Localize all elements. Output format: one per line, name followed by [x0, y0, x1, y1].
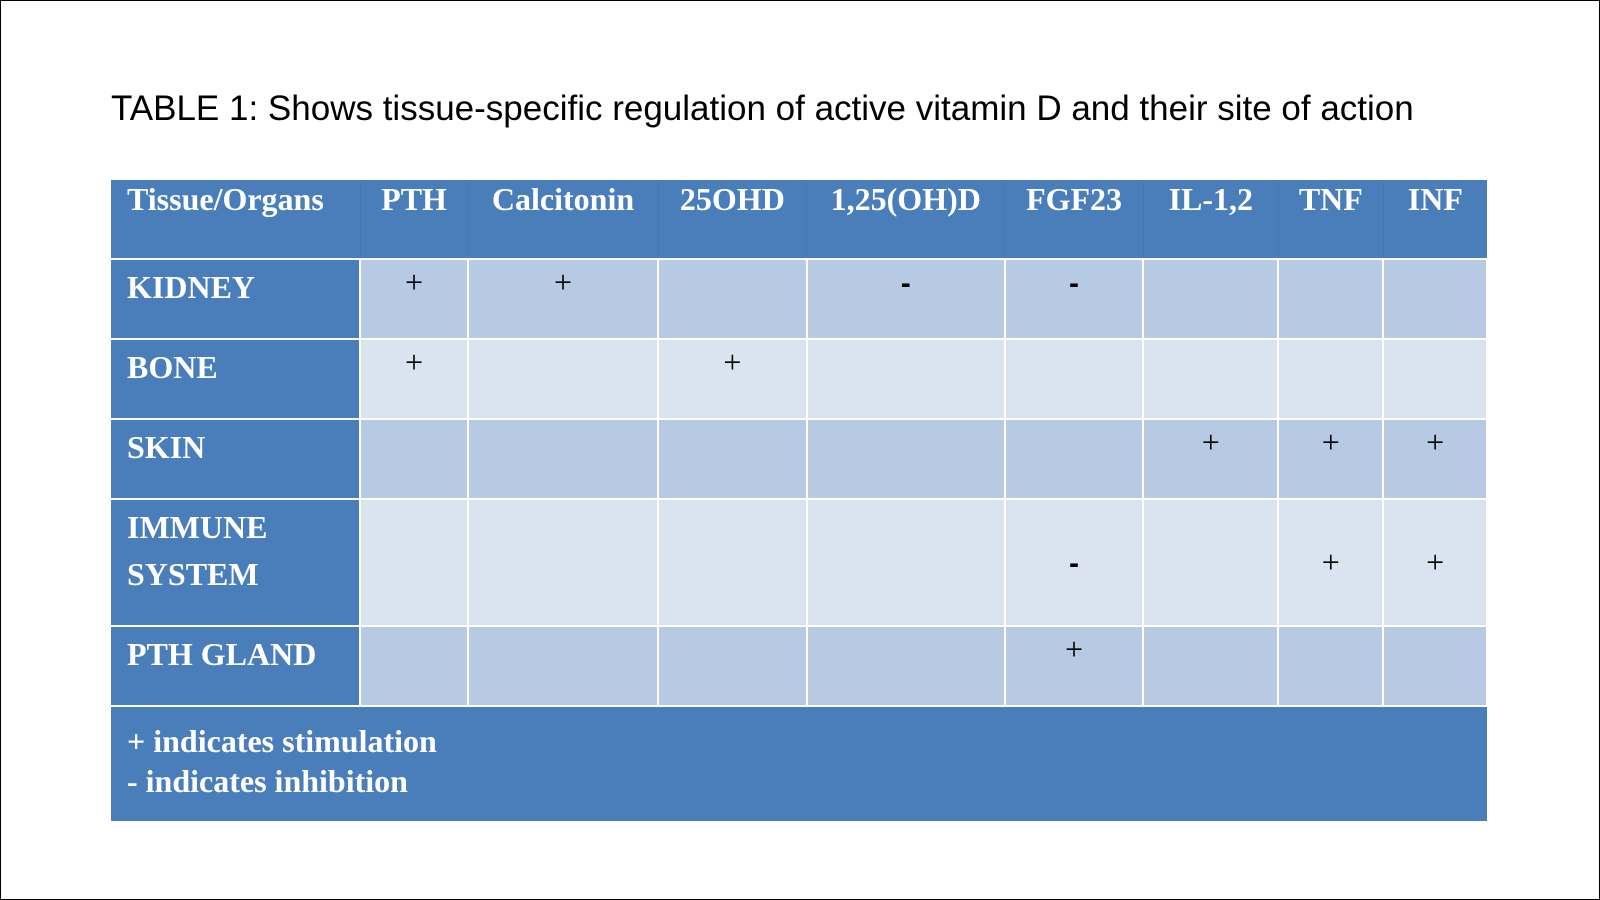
header-25ohd: 25OHD [657, 180, 807, 259]
table-cell: + [1003, 625, 1145, 707]
effect-mark: + [1321, 424, 1340, 460]
header-fgf23: FGF23 [1004, 180, 1144, 259]
table-cell: - [1003, 498, 1145, 627]
table-cell [805, 338, 1006, 420]
table-row-kidney: KIDNEY + + - - [111, 258, 1488, 340]
table-cell: + [1382, 498, 1488, 627]
table-cell: + [359, 258, 469, 340]
table-cell [1142, 625, 1280, 707]
effect-mark: + [1065, 631, 1084, 667]
table-cell [466, 418, 660, 500]
table-cell [1382, 338, 1488, 420]
table-cell: + [466, 258, 660, 340]
effect-mark: + [405, 344, 424, 380]
effect-mark: + [1321, 544, 1340, 580]
header-il12: IL-1,2 [1142, 180, 1279, 259]
table-cell: + [359, 338, 469, 420]
table-cell [1382, 625, 1488, 707]
table-cell: + [1142, 418, 1280, 500]
table-cell [359, 498, 469, 627]
header-pth: PTH [359, 180, 468, 259]
table-cell: + [1277, 418, 1385, 500]
table-cell [1277, 338, 1385, 420]
legend-inhibition: - indicates inhibition [127, 763, 408, 799]
legend-row: + indicates stimulation - indicates inhi… [111, 705, 1487, 821]
table-cell [1003, 418, 1145, 500]
table-cell [359, 418, 469, 500]
organ-label: SKIN [111, 418, 362, 500]
table-cell [657, 625, 808, 707]
table-cell [805, 625, 1006, 707]
header-calcitonin: Calcitonin [467, 180, 659, 259]
table-cell [1277, 258, 1385, 340]
table-cell [466, 338, 660, 420]
table-cell: + [1382, 418, 1488, 500]
table-cell [466, 498, 660, 627]
table-cell [359, 625, 469, 707]
legend: + indicates stimulation - indicates inhi… [111, 705, 1487, 821]
table-cell: - [805, 258, 1006, 340]
table-cell: - [1003, 258, 1145, 340]
effect-mark: + [405, 264, 424, 300]
table-cell: + [657, 338, 808, 420]
table-cell [805, 418, 1006, 500]
effect-mark: + [723, 344, 742, 380]
organ-label: PTH GLAND [111, 625, 362, 707]
table-cell [1142, 498, 1280, 627]
header-125ohd: 1,25(OH)D [806, 180, 1005, 259]
effect-mark: + [1426, 424, 1445, 460]
table-cell [805, 498, 1006, 627]
effect-mark: - [900, 267, 911, 300]
table-cell [657, 498, 808, 627]
table-cell [1382, 258, 1488, 340]
table-row-skin: SKIN + + + [111, 418, 1488, 500]
header-tnf: TNF [1277, 180, 1384, 259]
effect-mark: + [554, 264, 573, 300]
regulation-table: Tissue/Organs PTH Calcitonin 25OHD 1,25(… [111, 180, 1488, 821]
organ-label: KIDNEY [111, 258, 362, 340]
table-cell [1277, 625, 1385, 707]
table-cell [1003, 338, 1145, 420]
header-tissue-organs: Tissue/Organs [111, 180, 361, 259]
table-row-bone: BONE + + [111, 338, 1488, 420]
table-title: TABLE 1: Shows tissue-specific regulatio… [111, 89, 1414, 128]
organ-label: IMMUNE SYSTEM [111, 498, 362, 627]
header-inf: INF [1382, 180, 1487, 259]
table-cell [466, 625, 660, 707]
effect-mark: + [1201, 424, 1220, 460]
table-cell [657, 258, 808, 340]
table-cell [1142, 338, 1280, 420]
table-row-pth-gland: PTH GLAND + [111, 625, 1488, 707]
table-cell: + [1277, 498, 1385, 627]
organ-label: BONE [111, 338, 362, 420]
header-row: Tissue/Organs PTH Calcitonin 25OHD 1,25(… [111, 180, 1487, 259]
table-cell [1142, 258, 1280, 340]
table-row-immune-system: IMMUNE SYSTEM - + + [111, 498, 1488, 627]
legend-stimulation: + indicates stimulation [127, 723, 437, 759]
effect-mark: + [1426, 544, 1445, 580]
table-cell [657, 418, 808, 500]
effect-mark: - [1069, 267, 1080, 300]
effect-mark: - [1069, 547, 1080, 580]
